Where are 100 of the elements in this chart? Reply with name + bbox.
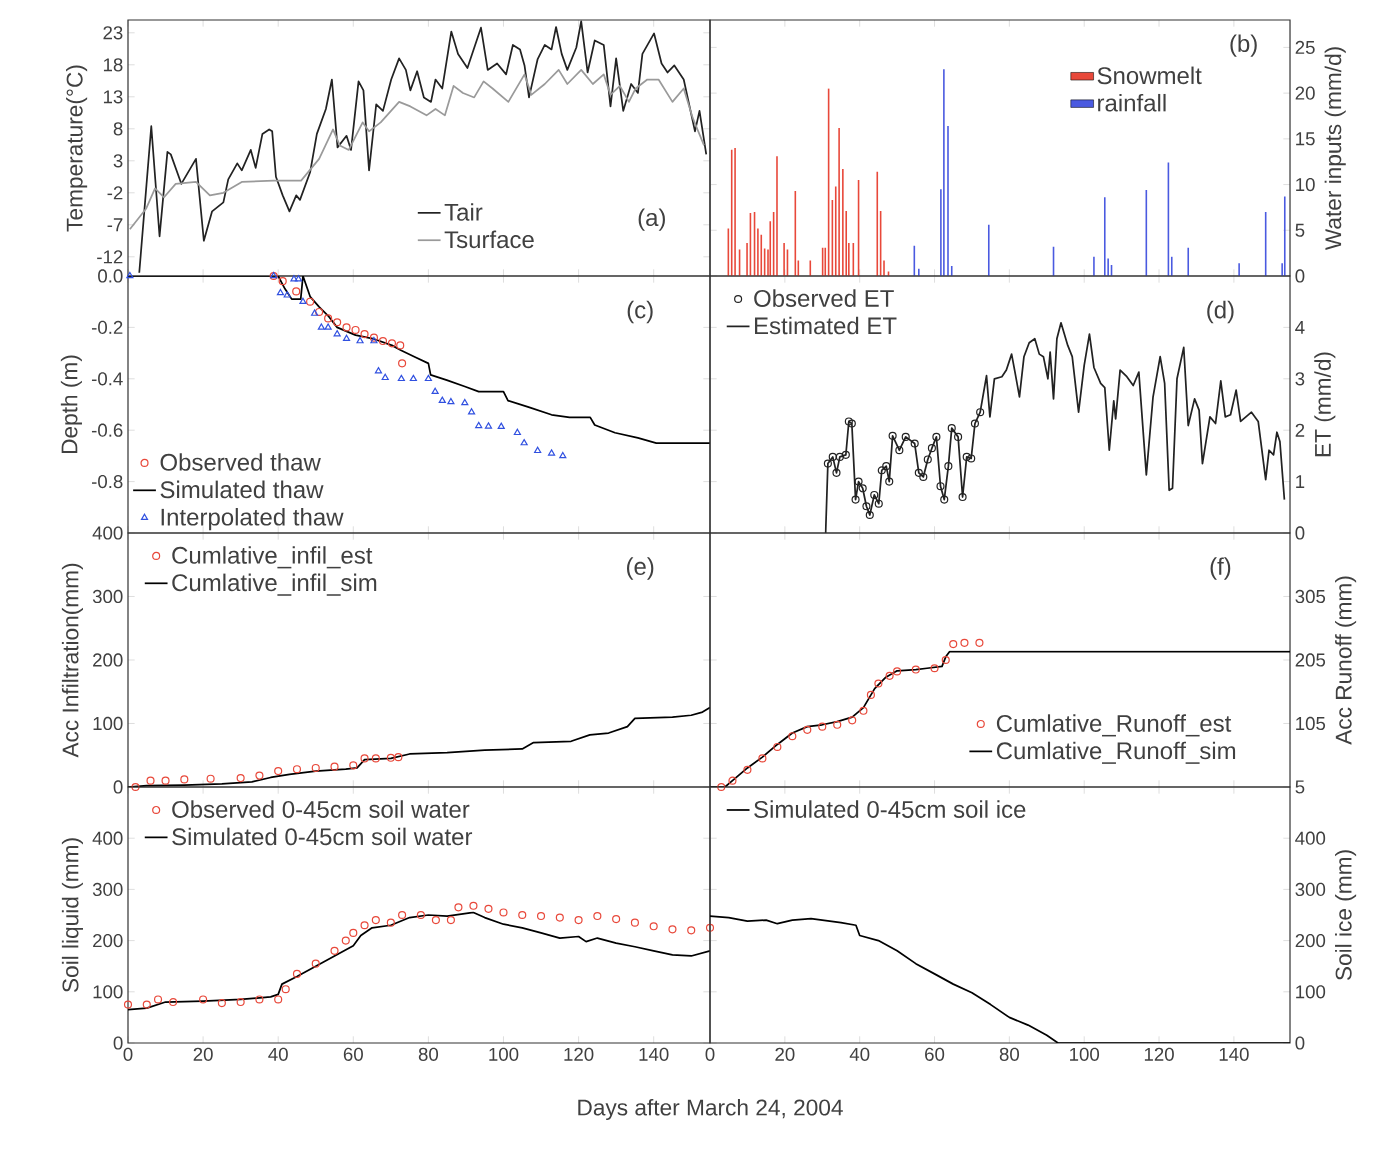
point bbox=[874, 679, 883, 688]
point bbox=[893, 667, 902, 676]
point bbox=[705, 923, 715, 932]
point bbox=[932, 432, 941, 441]
y-axis-title: Depth (m) bbox=[60, 355, 82, 454]
point bbox=[976, 408, 985, 417]
point bbox=[717, 782, 726, 792]
point bbox=[255, 771, 264, 780]
point bbox=[292, 765, 302, 774]
point bbox=[168, 997, 178, 1007]
x-tick-label: 120 bbox=[1144, 1047, 1174, 1061]
point bbox=[236, 997, 245, 1007]
point bbox=[324, 314, 333, 323]
point bbox=[342, 334, 351, 342]
point bbox=[960, 638, 969, 647]
y-tick-label: 1 bbox=[1296, 475, 1305, 489]
point bbox=[970, 419, 980, 428]
point bbox=[126, 271, 134, 279]
annotation: (b) bbox=[1230, 34, 1257, 57]
y-tick-label: 23 bbox=[103, 26, 123, 40]
point bbox=[513, 428, 521, 436]
point bbox=[940, 495, 949, 504]
point bbox=[930, 664, 939, 673]
point bbox=[833, 720, 842, 729]
point bbox=[967, 454, 976, 463]
point bbox=[593, 911, 602, 921]
point bbox=[416, 910, 425, 920]
y-tick-label: 13 bbox=[103, 90, 123, 104]
legend-label: Snowmelt bbox=[1097, 66, 1202, 85]
y-tick-label: 0 bbox=[1295, 269, 1305, 283]
y-axis-title: Acc Runoff (mm) bbox=[1335, 576, 1357, 745]
y-tick-label: 105 bbox=[1296, 716, 1326, 731]
point bbox=[299, 297, 307, 305]
point bbox=[294, 275, 303, 282]
point bbox=[936, 482, 945, 491]
line-series bbox=[129, 69, 705, 231]
y-tick-label: 100 bbox=[93, 985, 123, 999]
y-axis-title: Acc Infiltration(mm) bbox=[61, 563, 83, 758]
y-tick-label: 15 bbox=[1296, 132, 1315, 146]
legend-label: Estimated ET bbox=[755, 316, 897, 335]
point bbox=[848, 716, 857, 725]
legend-label: Tair bbox=[444, 203, 483, 221]
point bbox=[381, 373, 389, 381]
point bbox=[217, 999, 226, 1008]
point bbox=[851, 495, 860, 504]
y-tick-label: 200 bbox=[93, 653, 123, 667]
y-axis-title: Water inputs (mm/d) bbox=[1324, 47, 1346, 251]
point bbox=[153, 995, 163, 1004]
point bbox=[255, 995, 264, 1004]
line-series bbox=[128, 275, 711, 444]
legend-label: Cumlative_infil_est bbox=[172, 546, 373, 569]
point bbox=[914, 468, 923, 477]
point bbox=[870, 490, 879, 500]
point bbox=[454, 903, 463, 912]
legend-label: Cumlative_Runoff_est bbox=[996, 714, 1232, 737]
point bbox=[394, 753, 403, 762]
point bbox=[123, 1000, 133, 1009]
point bbox=[520, 438, 528, 446]
y-tick-label: 3 bbox=[1295, 372, 1305, 386]
x-tick-label: 0 bbox=[705, 1047, 715, 1061]
point bbox=[146, 776, 155, 785]
point bbox=[559, 451, 567, 459]
point bbox=[386, 753, 395, 762]
point bbox=[342, 323, 351, 332]
point bbox=[877, 466, 886, 475]
point bbox=[199, 995, 208, 1004]
point bbox=[882, 462, 891, 471]
point bbox=[828, 452, 837, 461]
point bbox=[823, 459, 832, 468]
point bbox=[206, 774, 215, 783]
point bbox=[446, 916, 455, 925]
point bbox=[360, 754, 369, 763]
point bbox=[330, 946, 339, 955]
point bbox=[409, 374, 417, 382]
point bbox=[387, 339, 397, 348]
point bbox=[276, 288, 285, 296]
y-axis-title: ET (mm/d) bbox=[1314, 352, 1336, 457]
x-tick-label: 40 bbox=[268, 1047, 288, 1061]
point bbox=[885, 477, 894, 486]
annotation: (f) bbox=[1210, 557, 1231, 580]
point bbox=[341, 936, 350, 945]
line-series bbox=[128, 911, 711, 1011]
y-tick-label: 200 bbox=[93, 933, 123, 948]
line-series bbox=[710, 915, 1291, 1043]
point bbox=[397, 374, 405, 382]
point bbox=[975, 638, 984, 647]
point bbox=[547, 449, 556, 456]
y-tick-label: 0.0 bbox=[98, 269, 123, 283]
point bbox=[349, 761, 358, 770]
point bbox=[461, 398, 469, 406]
point bbox=[317, 323, 325, 330]
y-tick-label: -12 bbox=[97, 250, 123, 264]
x-tick-label: 140 bbox=[1219, 1047, 1249, 1061]
x-tick-label: 40 bbox=[849, 1047, 870, 1061]
y-tick-label: -7 bbox=[107, 218, 123, 232]
point bbox=[278, 277, 287, 286]
y-tick-label: 5 bbox=[1295, 223, 1305, 237]
x-tick-label: 100 bbox=[1070, 1047, 1100, 1061]
y-tick-label: 300 bbox=[92, 882, 123, 897]
y-tick-label: -0.6 bbox=[91, 423, 123, 437]
